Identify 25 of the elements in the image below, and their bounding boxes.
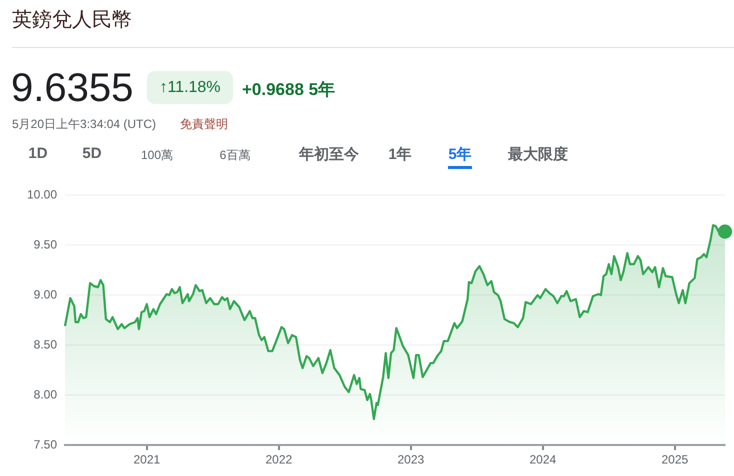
x-tick-label: 2024 (529, 452, 557, 467)
text: +0.9688 5年 (242, 79, 336, 101)
text: 5年 (448, 145, 472, 169)
y-tick-label: 8.00 (34, 387, 58, 402)
text: 1D (28, 145, 48, 164)
x-tick-label: 2022 (265, 452, 293, 467)
text: 100萬 (140, 147, 174, 164)
text: 年初至今 (299, 145, 359, 165)
y-tick-label: 9.00 (34, 287, 58, 302)
text: 最大限度 (508, 145, 568, 165)
x-tick-label: 2023 (397, 452, 425, 467)
x-tick-label: 2025 (661, 452, 689, 467)
x-tick-label: 2021 (133, 452, 161, 467)
y-tick-label: 10.00 (26, 188, 58, 202)
text: 1年 (388, 145, 412, 165)
text: ↑11.18% (147, 71, 233, 104)
text: 免責聲明 (180, 116, 228, 133)
chart-title: 英鎊兌人民幣 (12, 8, 132, 33)
text: 5D (82, 145, 102, 164)
y-tick-label: 9.50 (34, 237, 58, 252)
y-tick-label: 8.50 (34, 337, 58, 352)
text: 5月20日上午3:34:04 (UTC) (12, 116, 156, 133)
text: 9.6355 (11, 66, 134, 111)
y-tick-label: 7.50 (34, 437, 58, 452)
text: 6百萬 (220, 147, 250, 164)
